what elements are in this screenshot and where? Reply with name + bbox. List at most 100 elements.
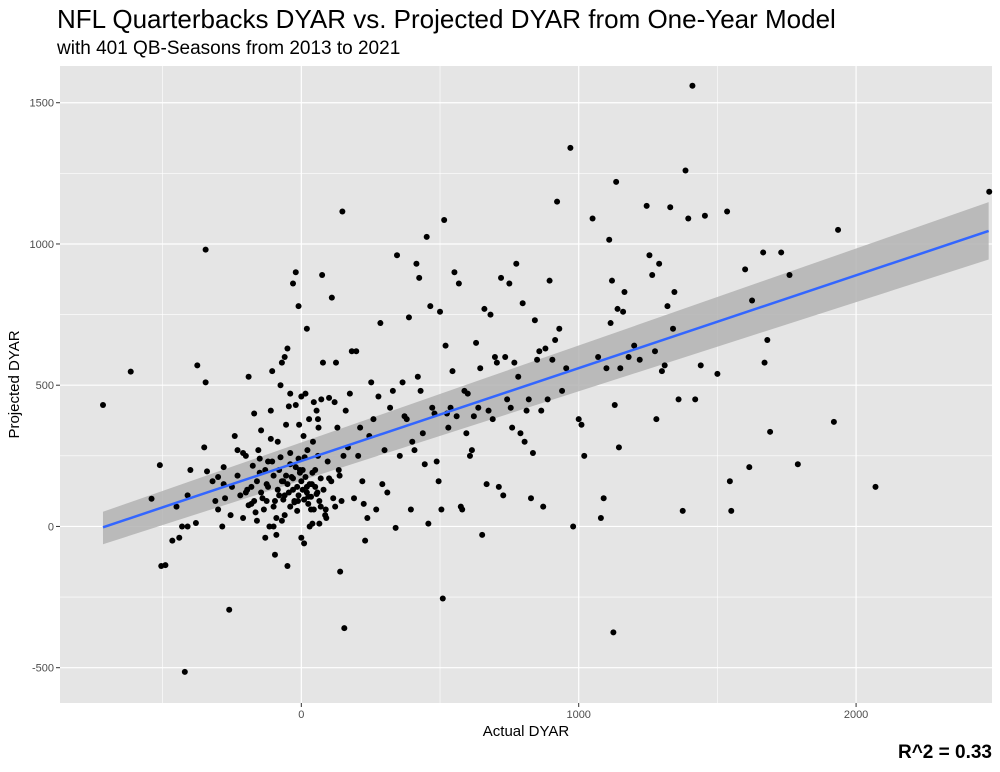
data-point bbox=[534, 356, 541, 363]
data-point bbox=[549, 356, 556, 363]
data-point bbox=[451, 269, 458, 276]
data-point bbox=[317, 475, 324, 482]
data-point bbox=[231, 433, 238, 440]
data-point bbox=[353, 348, 360, 355]
data-point bbox=[306, 416, 313, 423]
data-point bbox=[265, 483, 272, 490]
x-axis-ticks: 0 1000 2000 bbox=[298, 703, 868, 721]
data-point bbox=[746, 464, 753, 471]
data-point bbox=[263, 498, 270, 505]
regression-line bbox=[102, 229, 990, 529]
data-point bbox=[464, 390, 471, 397]
data-point bbox=[396, 452, 403, 459]
data-point bbox=[511, 359, 518, 366]
data-point bbox=[260, 506, 267, 513]
data-point bbox=[336, 472, 343, 479]
data-point bbox=[273, 514, 280, 521]
data-point bbox=[169, 537, 176, 544]
data-point bbox=[330, 495, 337, 502]
data-point bbox=[285, 403, 292, 410]
data-point bbox=[99, 401, 106, 408]
data-point bbox=[384, 489, 391, 496]
data-point bbox=[631, 342, 638, 349]
data-point bbox=[468, 447, 475, 454]
data-point bbox=[475, 404, 482, 411]
data-point bbox=[416, 274, 423, 281]
data-point bbox=[546, 277, 553, 284]
data-point bbox=[318, 396, 325, 403]
data-point bbox=[281, 492, 288, 499]
data-point bbox=[315, 424, 322, 431]
data-point bbox=[764, 337, 771, 344]
data-point bbox=[319, 272, 326, 279]
data-point bbox=[262, 534, 269, 541]
data-point bbox=[234, 447, 241, 454]
data-point bbox=[685, 215, 692, 222]
data-point bbox=[525, 396, 532, 403]
data-point bbox=[536, 348, 543, 355]
data-point bbox=[606, 236, 613, 243]
data-point bbox=[284, 562, 291, 569]
data-point bbox=[274, 438, 281, 445]
data-point bbox=[294, 483, 301, 490]
data-point bbox=[202, 379, 209, 386]
data-point bbox=[156, 462, 163, 469]
data-point bbox=[658, 368, 665, 375]
data-point bbox=[258, 489, 265, 496]
data-point bbox=[379, 481, 386, 488]
data-point bbox=[364, 514, 371, 521]
data-point bbox=[625, 353, 632, 360]
data-point bbox=[305, 500, 312, 507]
data-point bbox=[270, 503, 277, 510]
data-point bbox=[283, 421, 290, 428]
data-point bbox=[413, 260, 420, 267]
data-point bbox=[500, 492, 507, 499]
data-point bbox=[701, 212, 708, 219]
data-point bbox=[339, 208, 346, 215]
data-point bbox=[552, 337, 559, 344]
data-point bbox=[597, 514, 604, 521]
data-point bbox=[302, 474, 309, 481]
data-point bbox=[237, 492, 244, 499]
y-axis-ticks: -500 0 500 1000 1500 bbox=[30, 98, 60, 675]
data-point bbox=[226, 606, 233, 613]
data-point bbox=[439, 595, 446, 602]
data-point bbox=[835, 226, 842, 233]
data-point bbox=[173, 503, 180, 510]
data-point bbox=[202, 246, 209, 253]
data-point bbox=[778, 249, 785, 256]
data-point bbox=[127, 368, 134, 375]
data-point bbox=[540, 503, 547, 510]
data-point bbox=[269, 458, 276, 465]
data-point bbox=[181, 668, 188, 675]
data-point bbox=[399, 379, 406, 386]
data-point bbox=[234, 472, 241, 479]
data-point bbox=[222, 495, 229, 502]
data-point bbox=[433, 458, 440, 465]
data-point bbox=[314, 416, 321, 423]
data-point bbox=[253, 517, 260, 524]
data-point bbox=[656, 260, 663, 267]
data-point bbox=[368, 379, 375, 386]
data-point bbox=[319, 359, 326, 366]
data-point bbox=[308, 506, 315, 513]
data-point bbox=[661, 362, 668, 369]
chart-title: NFL Quarterbacks DYAR vs. Projected DYAR… bbox=[57, 4, 836, 34]
data-point bbox=[227, 512, 234, 519]
data-point bbox=[278, 517, 285, 524]
data-point bbox=[304, 447, 311, 454]
data-point bbox=[316, 498, 323, 505]
data-point bbox=[256, 455, 263, 462]
data-point bbox=[194, 362, 201, 369]
data-point bbox=[394, 252, 401, 259]
data-point bbox=[335, 466, 342, 473]
data-point bbox=[342, 407, 349, 414]
data-point bbox=[373, 506, 380, 513]
data-point bbox=[670, 325, 677, 332]
data-point bbox=[309, 520, 316, 527]
data-point bbox=[201, 444, 208, 451]
data-point bbox=[381, 447, 388, 454]
data-point bbox=[387, 404, 394, 411]
data-point bbox=[724, 208, 731, 215]
data-point bbox=[219, 523, 226, 530]
